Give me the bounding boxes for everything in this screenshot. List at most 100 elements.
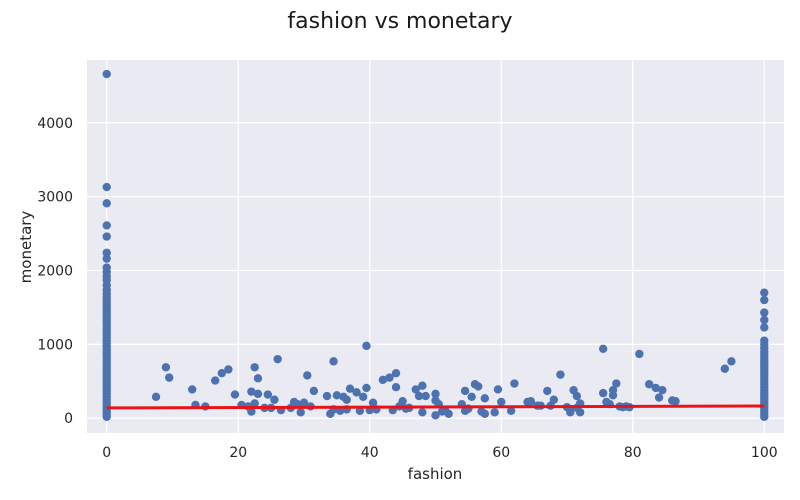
data-point (352, 388, 361, 397)
data-point (345, 384, 355, 393)
x-tick-label: 0 (102, 445, 111, 461)
data-point (612, 379, 621, 388)
data-point (335, 406, 345, 416)
data-point (760, 308, 769, 317)
grid-lines (87, 60, 784, 433)
data-point (510, 379, 519, 388)
data-point (368, 398, 378, 407)
data-point (358, 392, 368, 402)
data-point (671, 397, 680, 406)
data-point (411, 385, 420, 394)
x-tick-label: 40 (361, 445, 379, 461)
data-point (322, 391, 332, 401)
data-point (543, 386, 552, 396)
data-point (362, 383, 371, 393)
data-point (332, 391, 342, 400)
data-point (253, 389, 263, 399)
data-point (303, 371, 312, 380)
data-point (444, 409, 453, 418)
data-point (102, 199, 111, 208)
x-tick-label: 80 (624, 445, 642, 461)
data-point (421, 391, 430, 401)
data-point (299, 398, 309, 407)
data-point (760, 323, 769, 332)
data-point (102, 182, 111, 192)
data-point (431, 411, 440, 420)
data-point (309, 386, 319, 396)
data-point (102, 412, 111, 421)
x-tick-label: 20 (229, 445, 247, 461)
trend-line (106, 404, 765, 410)
data-point (391, 368, 401, 378)
data-point (102, 254, 111, 263)
data-point (329, 357, 338, 366)
data-point (645, 380, 654, 389)
data-point (217, 368, 226, 378)
data-point (497, 397, 506, 407)
y-tick-label: 0 (64, 411, 73, 427)
data-point (164, 373, 174, 382)
x-tick-label: 60 (492, 445, 510, 461)
data-point (474, 382, 483, 391)
data-point (480, 394, 490, 403)
data-point (760, 295, 769, 305)
data-point (270, 395, 279, 404)
data-point (572, 391, 582, 401)
data-point (342, 395, 351, 404)
data-point (608, 385, 618, 395)
data-point (398, 397, 407, 406)
data-point (598, 388, 608, 398)
data-point (418, 408, 427, 417)
data-point (598, 344, 608, 353)
data-point (506, 406, 516, 416)
data-point (263, 390, 273, 399)
data-point (385, 373, 394, 382)
y-tick-label: 1000 (37, 337, 73, 353)
data-point (760, 412, 769, 421)
data-point (102, 248, 111, 257)
data-point (760, 288, 769, 297)
data-point (493, 385, 503, 394)
data-point (651, 383, 660, 393)
data-point (102, 221, 111, 230)
data-point (467, 392, 476, 402)
data-point (273, 354, 282, 364)
chart-title: fashion vs monetary (287, 9, 512, 34)
data-point (102, 69, 111, 79)
data-point (460, 386, 470, 396)
data-point (391, 383, 401, 392)
data-point (556, 370, 565, 379)
plot-area (87, 60, 784, 433)
data-point (247, 387, 256, 396)
data-point (296, 408, 305, 417)
data-point (151, 392, 161, 402)
y-tick-label: 4000 (37, 116, 73, 132)
x-tick-label: 100 (751, 445, 778, 461)
data-point (658, 385, 667, 395)
data-point (378, 375, 388, 385)
data-point (480, 409, 490, 418)
trend-line-group (106, 404, 765, 410)
y-tick-label: 3000 (37, 190, 73, 206)
data-point (635, 349, 644, 359)
data-point (720, 364, 730, 373)
data-point (490, 408, 499, 417)
data-point (727, 357, 736, 366)
data-point (575, 408, 585, 417)
x-axis-label: fashion (408, 465, 463, 483)
data-point (230, 390, 240, 399)
data-point (211, 376, 220, 385)
data-point (566, 408, 575, 417)
data-point (224, 365, 233, 374)
data-point (250, 363, 259, 372)
y-tick-label: 2000 (37, 264, 73, 280)
y-axis-label: monetary (17, 211, 35, 284)
data-point (188, 385, 197, 394)
data-point (654, 393, 664, 402)
data-point (526, 397, 536, 406)
data-point (161, 363, 171, 372)
data-point (760, 315, 769, 325)
data-point (549, 395, 559, 404)
